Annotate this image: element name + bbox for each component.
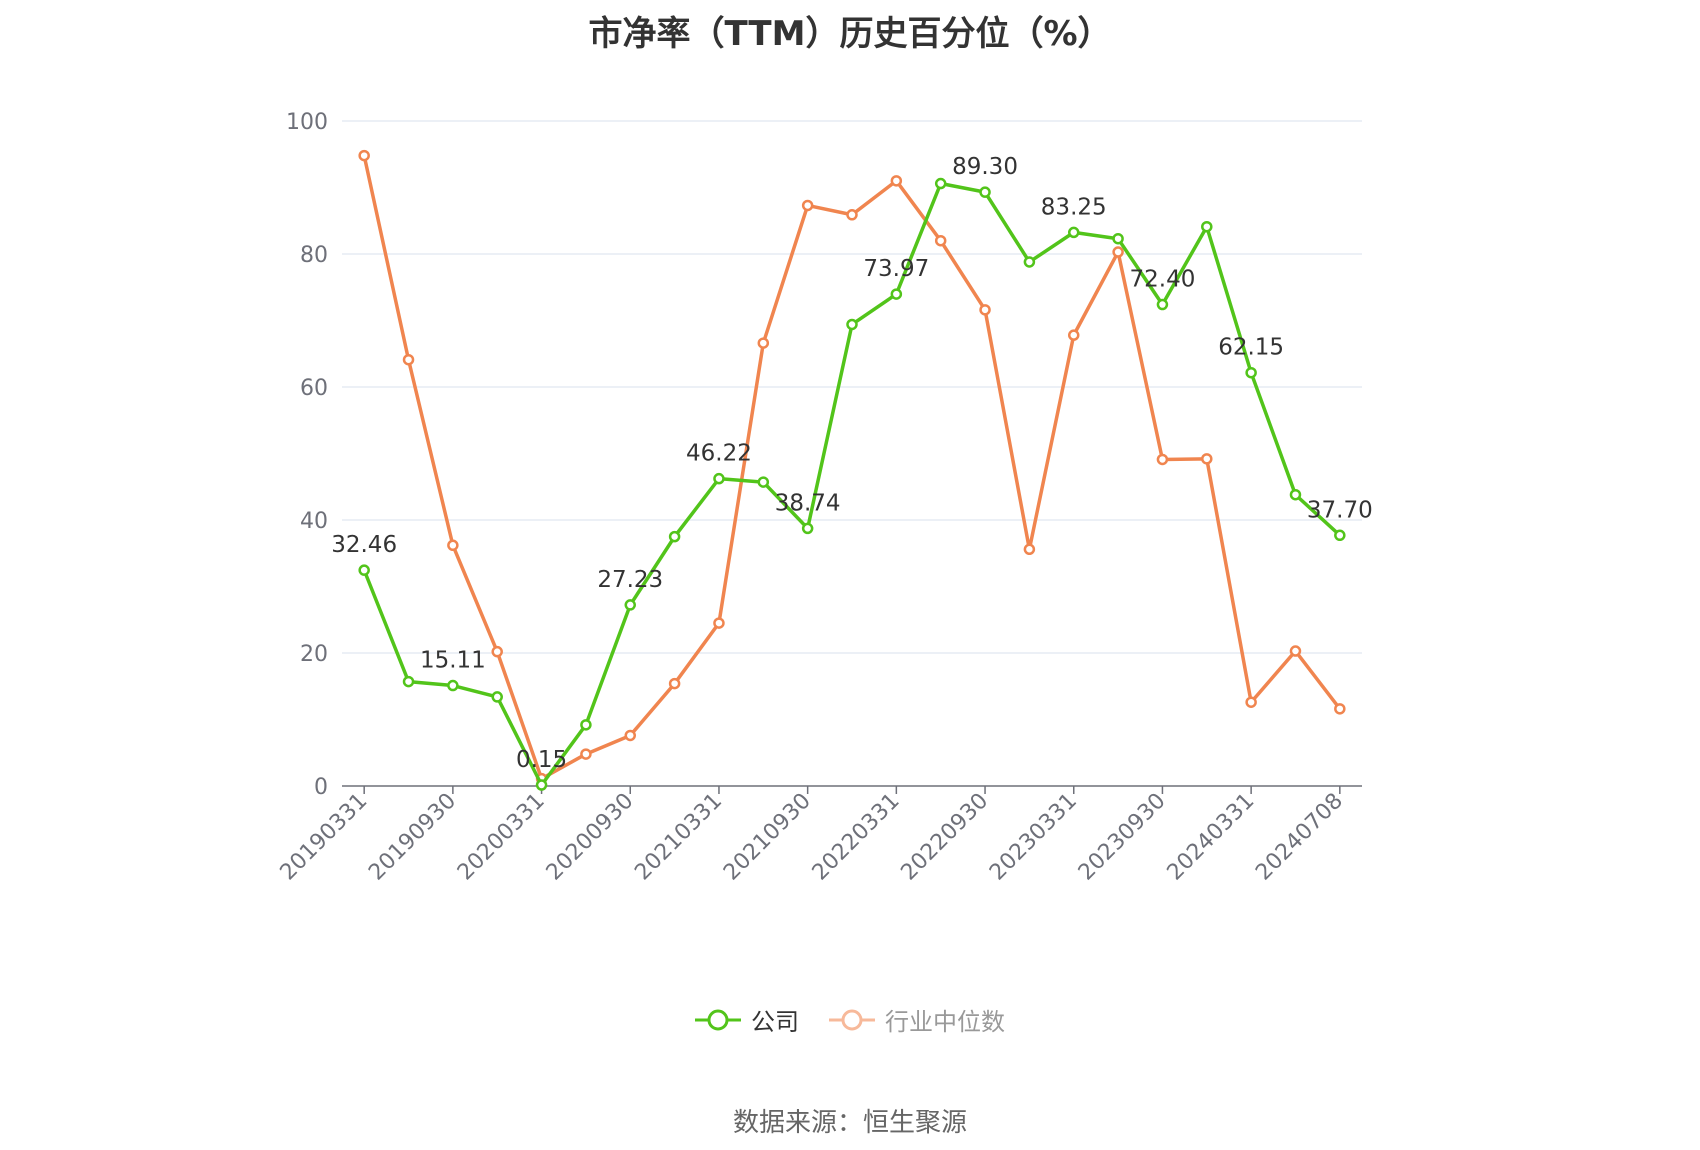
x-tick-label: 20200331 — [453, 789, 550, 886]
data-point-company[interactable] — [491, 691, 503, 703]
x-tick-label: 20230930 — [1074, 789, 1171, 886]
data-point-company[interactable] — [358, 564, 370, 576]
data-point-company[interactable] — [757, 476, 770, 488]
data-point-industry[interactable] — [1112, 246, 1124, 258]
data-point-industry[interactable] — [491, 645, 503, 658]
data-point-company[interactable] — [624, 599, 637, 611]
data-label: 32.46 — [331, 532, 397, 558]
x-tick-label: 20230331 — [985, 789, 1082, 886]
data-point-industry[interactable] — [890, 175, 903, 187]
legend-label-industry: 行业中位数 — [885, 1008, 1005, 1036]
x-tick-label: 20240331 — [1163, 789, 1260, 886]
data-label: 15.11 — [420, 648, 486, 674]
data-label: 89.30 — [952, 154, 1018, 180]
data-point-industry[interactable] — [624, 729, 637, 742]
data-point-company[interactable] — [1067, 226, 1080, 239]
data-point-company[interactable] — [668, 530, 681, 543]
y-tick-label: 60 — [300, 376, 328, 401]
data-point-company[interactable] — [1023, 256, 1036, 268]
x-tick-label: 20210930 — [719, 789, 816, 886]
grid-lines — [342, 120, 1362, 654]
legend: 公司 行业中位数 — [0, 1002, 1700, 1037]
y-tick-label: 80 — [300, 243, 328, 268]
data-point-industry[interactable] — [1067, 329, 1080, 341]
legend-item-company[interactable]: 公司 — [695, 1002, 799, 1037]
data-point-industry[interactable] — [934, 234, 947, 247]
data-point-industry[interactable] — [580, 748, 592, 760]
data-label: 62.15 — [1218, 335, 1284, 361]
legend-swatch-industry-icon — [829, 1009, 875, 1030]
data-point-company[interactable] — [1112, 232, 1124, 245]
y-axis: 0 20 40 60 80 100 — [286, 110, 328, 800]
data-label: 37.70 — [1307, 497, 1373, 523]
x-tick-label: 20240708 — [1251, 789, 1348, 886]
data-point-company[interactable] — [713, 472, 725, 485]
data-point-industry[interactable] — [801, 199, 814, 212]
data-point-company[interactable] — [447, 679, 459, 692]
data-point-industry[interactable] — [846, 209, 858, 221]
x-tick-label: 20210331 — [630, 789, 727, 886]
data-label: 38.74 — [775, 490, 841, 516]
legend-swatch-company-icon — [695, 1009, 741, 1030]
data-point-industry[interactable] — [447, 539, 459, 552]
data-point-company[interactable] — [934, 177, 947, 190]
data-point-company[interactable] — [890, 288, 903, 300]
legend-item-industry[interactable]: 行业中位数 — [829, 1002, 1005, 1037]
data-label: 72.40 — [1130, 267, 1196, 293]
data-point-industry[interactable] — [668, 677, 681, 690]
data-point-industry[interactable] — [402, 353, 415, 366]
y-tick-label: 100 — [286, 110, 328, 135]
data-point-company[interactable] — [846, 318, 858, 331]
x-tick-label: 20190930 — [364, 789, 461, 886]
data-point-company[interactable] — [979, 186, 991, 198]
data-point-company[interactable] — [1245, 366, 1257, 379]
data-point-company[interactable] — [801, 522, 814, 535]
data-point-industry[interactable] — [1245, 696, 1257, 708]
legend-label-company: 公司 — [751, 1008, 799, 1036]
data-labels: 32.46 15.11 0.15 27.23 46.22 38.74 73.97 89.30 8… — [331, 154, 1373, 773]
data-point-industry[interactable] — [979, 304, 991, 316]
data-point-industry[interactable] — [757, 337, 770, 349]
data-label: 0.15 — [516, 747, 567, 773]
y-tick-label: 40 — [300, 509, 328, 534]
x-tick-label: 20190331 — [276, 789, 373, 886]
data-point-industry[interactable] — [358, 149, 370, 162]
data-point-company[interactable] — [1334, 529, 1346, 542]
data-point-company[interactable] — [580, 719, 592, 731]
data-point-industry[interactable] — [1156, 453, 1169, 466]
data-label: 73.97 — [863, 256, 929, 282]
data-point-industry[interactable] — [1289, 645, 1302, 657]
data-point-company[interactable] — [535, 779, 548, 791]
data-source-note: 数据来源：恒生聚源 — [732, 1108, 967, 1138]
data-point-company[interactable] — [1156, 298, 1169, 311]
x-tick-label: 20220331 — [808, 789, 905, 886]
data-point-company[interactable] — [1289, 488, 1302, 501]
x-axis: 2019033120190930202003312020093020210331… — [276, 785, 1362, 886]
data-point-industry[interactable] — [1334, 703, 1346, 715]
chart-title: 市净率（TTM）历史百分位（%） — [588, 14, 1112, 54]
series-layer — [358, 149, 1346, 791]
data-label: 83.25 — [1041, 194, 1107, 220]
data-point-company[interactable] — [402, 675, 415, 688]
data-point-industry[interactable] — [713, 617, 725, 629]
y-tick-label: 0 — [314, 775, 328, 800]
data-point-industry[interactable] — [1201, 453, 1213, 465]
y-tick-label: 20 — [300, 642, 328, 667]
data-point-company[interactable] — [1201, 220, 1213, 233]
x-tick-label: 20200930 — [542, 789, 639, 886]
data-label: 27.23 — [597, 567, 663, 593]
data-label: 46.22 — [686, 441, 752, 467]
x-tick-label: 20220930 — [896, 789, 993, 886]
data-point-industry[interactable] — [1023, 543, 1036, 556]
